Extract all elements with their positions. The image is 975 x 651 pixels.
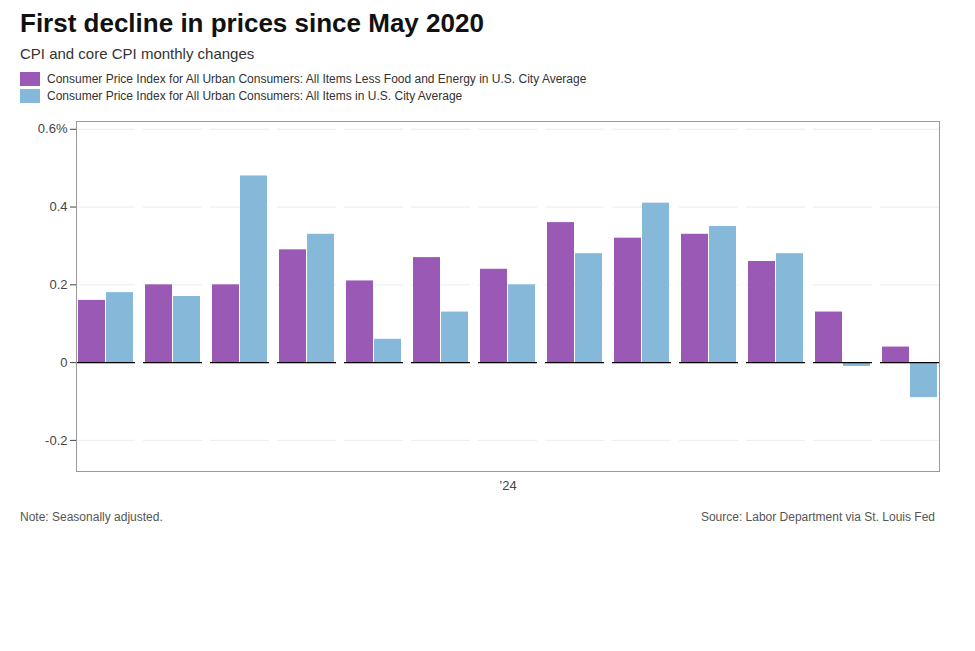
html-text:CPI and core CPI monthly chang: CPI and core CPI monthly changes	[20, 45, 255, 62]
svg-text:-0.2: -0.2	[45, 433, 67, 448]
html-text:First decline in prices since: First decline in prices since May 2020	[20, 8, 484, 38]
svg-text:0.4: 0.4	[49, 199, 67, 214]
html-text:Consumer Price Index for All U: Consumer Price Index for All Urban Consu…	[47, 72, 587, 86]
svg-text:0.6%: 0.6%	[38, 121, 68, 136]
html-text:Consumer Price Index for All U: Consumer Price Index for All Urban Consu…	[47, 89, 463, 103]
html-text:Note: Seasonally adjusted.: Note: Seasonally adjusted.	[20, 510, 163, 524]
svg-text:0: 0	[60, 355, 67, 370]
svg-text:0.2: 0.2	[49, 277, 67, 292]
svg-text:’24: ’24	[499, 478, 516, 493]
html-text:Source: Labor Department via S: Source: Labor Department via St. Louis F…	[700, 510, 935, 524]
